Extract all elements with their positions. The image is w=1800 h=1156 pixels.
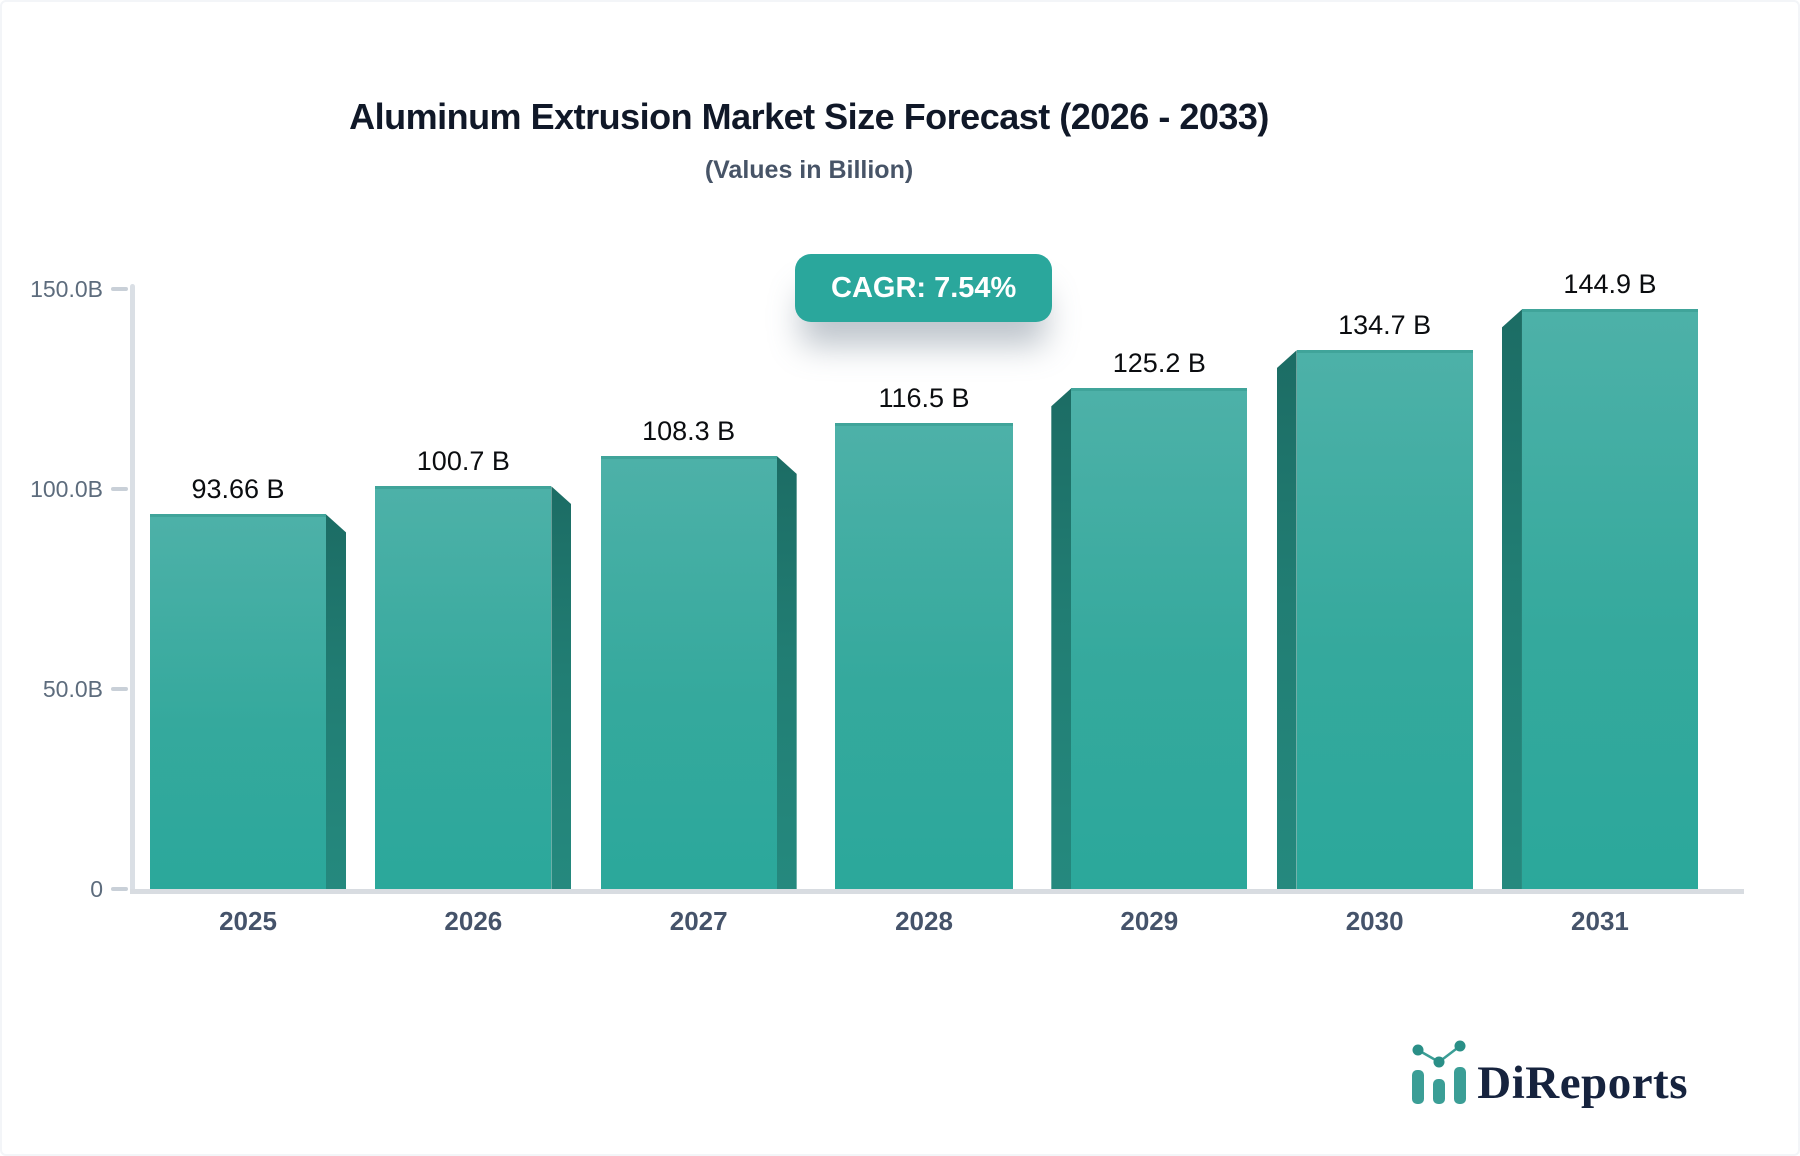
x-axis-label-2027: 2027 [669,906,728,936]
bar-front-face [375,486,552,889]
bar-2028[interactable]: 116.5 B [826,383,1022,889]
bar-group-2027[interactable]: 108.3 B 2027 [600,289,797,936]
bar-group-2028[interactable]: 116.5 B 2028 [826,289,1022,936]
y-tick-mark [111,487,128,491]
bar-front-face [834,423,1013,889]
chart-title: Aluminum Extrusion Market Size Forecast … [349,96,1269,137]
bar-front-face [1296,350,1473,889]
bar-group-2026[interactable]: 100.7 B 2026 [375,289,572,936]
chart-subtitle: (Values in Billion) [704,156,914,184]
y-axis-line [130,284,135,892]
y-tick-mark [111,887,128,891]
bar-side-face [1051,388,1072,889]
bar-2025[interactable]: 93.66 B [150,474,346,889]
bar-value-label: 134.7 B [1338,310,1432,341]
bar-group-2025[interactable]: 93.66 B 2025 [150,289,346,936]
chart-header: Aluminum Extrusion Market Size Forecast … [2,96,1616,185]
x-axis-label-2028: 2028 [895,906,953,936]
x-axis-label-2031: 2031 [1571,906,1629,936]
bar-2027[interactable]: 108.3 B [600,416,797,889]
brand-logo: DiReports [1409,1034,1688,1110]
y-tick-mark [111,287,128,291]
bar-2030[interactable]: 134.7 B [1276,310,1473,889]
bar-group-2031[interactable]: 144.9 B 2031 [1501,269,1698,936]
x-axis-label-2029: 2029 [1120,906,1179,936]
bar-2026[interactable]: 100.7 B [375,446,572,889]
bar-2031[interactable]: 144.9 B [1501,269,1698,889]
bar-front-face [1071,388,1248,889]
bar-side-face [1276,350,1297,889]
bar-side-face [551,486,572,889]
bar-side-face [776,455,797,889]
y-tick-mark [111,687,128,691]
bar-value-label: 116.5 B [878,383,970,413]
bar-group-2030[interactable]: 134.7 B 2030 [1276,289,1473,936]
bar-value-label: 108.3 B [642,415,736,446]
x-axis-label-2026: 2026 [444,906,503,936]
brand-name: DiReports [1477,1057,1688,1110]
bar-side-face [326,514,346,889]
bar-value-label: 100.7 B [416,446,510,477]
bar-front-face [1521,309,1698,889]
bar-value-label: 144.9 B [1563,269,1657,300]
x-axis-line [130,889,1744,894]
plot-area: 93.66 B 2025 100.7 B 2026 108.3 B 2027 116.5 B… [150,269,1698,936]
mini-bar-chart-logo-icon [1412,1040,1467,1104]
bar-front-face [150,514,326,889]
bar-front-face [600,455,777,889]
bar-value-label: 125.2 B [1112,348,1206,379]
y-axis: 150.0B 100.0B 50.0B 0 [2,278,128,901]
bar-group-2029[interactable]: 125.2 B 2029 [1051,289,1248,936]
x-axis-label-2025: 2025 [219,906,277,936]
bar-2029[interactable]: 125.2 B [1051,348,1248,889]
cagr-badge: CAGR: 7.54% [795,254,1053,322]
cagr-badge-label: CAGR: 7.54% [831,271,1017,304]
x-axis-label-2030: 2030 [1345,906,1404,936]
bar-side-face [1501,309,1522,889]
bar-value-label: 93.66 B [191,474,285,505]
